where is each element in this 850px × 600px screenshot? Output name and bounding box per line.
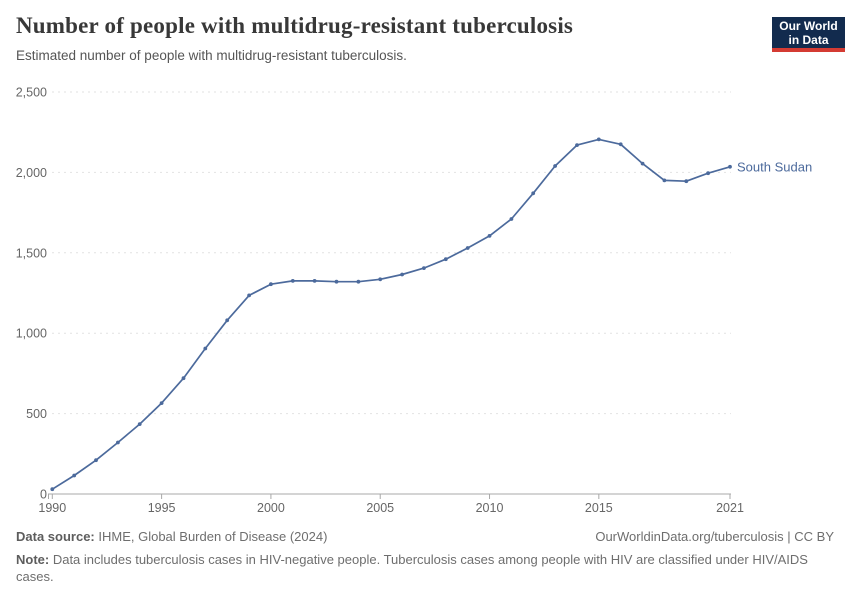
- x-axis-tick-label: 1995: [148, 501, 176, 515]
- note-text: Data includes tuberculosis cases in HIV-…: [16, 551, 808, 584]
- data-point: [487, 234, 492, 238]
- rights-text: OurWorldinData.org/tuberculosis | CC BY: [595, 529, 834, 544]
- data-point: [72, 473, 77, 478]
- data-point: [662, 178, 667, 183]
- note-label: Note:: [16, 551, 50, 567]
- data-point: [728, 164, 732, 169]
- x-axis-tick-label: 2021: [716, 501, 744, 515]
- data-point: [269, 282, 273, 287]
- data-point: [509, 217, 514, 221]
- y-axis-tick-label: 0: [40, 488, 47, 502]
- data-point: [443, 257, 448, 262]
- data-point: [116, 440, 120, 445]
- data-source-line: Data source: IHME, Global Burden of Dise…: [16, 529, 327, 546]
- data-source-label: Data source:: [16, 529, 95, 544]
- y-axis-tick-label: 2,000: [16, 166, 47, 180]
- data-point: [247, 293, 252, 298]
- data-point: [378, 277, 383, 282]
- y-axis-tick-label: 2,500: [16, 86, 47, 100]
- data-point: [137, 422, 142, 426]
- data-point: [203, 346, 208, 351]
- data-point: [334, 279, 339, 284]
- data-point: [290, 279, 295, 283]
- data-point: [706, 171, 710, 176]
- chart-footer: Data source: IHME, Global Burden of Dise…: [16, 529, 834, 586]
- data-point: [684, 179, 689, 184]
- data-source-text: IHME, Global Burden of Disease (2024): [94, 529, 328, 544]
- data-point: [465, 246, 470, 250]
- x-axis-tick-label: 2005: [366, 501, 394, 515]
- data-point: [640, 161, 645, 166]
- data-point: [181, 376, 186, 381]
- data-point: [596, 137, 601, 142]
- y-axis-tick-label: 1,000: [16, 327, 47, 341]
- data-point: [356, 279, 361, 284]
- line-chart: 0 500 1,000 1,500 2,000 2,500 1990 1995 2000 2005…: [16, 86, 812, 516]
- x-axis-tick-label: 2010: [476, 501, 504, 515]
- data-point: [553, 164, 557, 168]
- data-point: [422, 266, 426, 270]
- y-axis-tick-label: 1,500: [16, 246, 47, 260]
- data-point: [531, 191, 536, 196]
- data-point: [159, 401, 164, 405]
- data-point: [225, 318, 230, 323]
- x-axis-tick-label: 1990: [38, 501, 66, 515]
- owid-logo-line1: Our World: [779, 18, 838, 33]
- data-point: [312, 279, 317, 283]
- owid-logo: Our World in Data: [772, 17, 845, 52]
- chart-subtitle: Estimated number of people with multidru…: [16, 48, 407, 63]
- note-line: Note: Data includes tuberculosis cases i…: [16, 552, 828, 586]
- data-point: [575, 143, 579, 148]
- data-point: [618, 142, 623, 147]
- x-axis-tick-label: 2015: [585, 501, 613, 515]
- x-axis-tick-label: 2000: [257, 501, 285, 515]
- data-point: [50, 487, 55, 492]
- series-end-label: South Sudan: [737, 159, 812, 174]
- y-axis-tick-label: 500: [26, 407, 47, 421]
- owid-logo-line2: in Data: [788, 32, 829, 47]
- series-line: [51, 138, 731, 491]
- data-point: [400, 272, 404, 277]
- page-title: Number of people with multidrug-resistan…: [16, 13, 574, 38]
- data-point: [94, 458, 98, 463]
